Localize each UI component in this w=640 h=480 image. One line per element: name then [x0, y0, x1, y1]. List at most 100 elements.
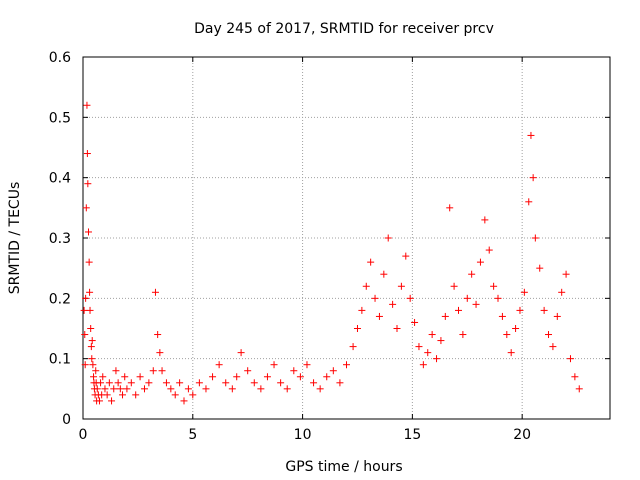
data-point	[189, 391, 197, 399]
data-point	[463, 294, 471, 302]
data-point	[419, 361, 427, 369]
data-point	[558, 288, 566, 296]
data-point	[84, 180, 92, 188]
data-point	[529, 174, 537, 182]
data-point	[88, 355, 96, 363]
data-point	[171, 391, 179, 399]
data-point	[296, 373, 304, 381]
data-point	[562, 270, 570, 278]
data-point	[316, 385, 324, 393]
y-tick-label: 0.5	[49, 110, 71, 126]
data-point	[566, 355, 574, 363]
data-point	[149, 367, 157, 375]
data-point	[290, 367, 298, 375]
data-point	[127, 379, 135, 387]
data-point	[119, 391, 127, 399]
data-point	[222, 379, 230, 387]
x-tick-label: 20	[513, 427, 531, 443]
data-point	[498, 312, 506, 320]
data-point	[503, 331, 511, 339]
data-point	[244, 367, 252, 375]
x-tick-label: 10	[294, 427, 312, 443]
data-point	[97, 379, 105, 387]
data-point	[536, 264, 544, 272]
data-point	[250, 379, 258, 387]
y-tick-label: 0.6	[49, 50, 71, 66]
x-tick-label: 0	[79, 427, 88, 443]
data-point	[180, 397, 188, 405]
data-point	[380, 270, 388, 278]
data-point	[95, 397, 103, 405]
y-tick-label: 0	[62, 412, 71, 428]
data-point	[437, 337, 445, 345]
data-point	[162, 379, 170, 387]
data-point	[176, 379, 184, 387]
data-point	[531, 234, 539, 242]
chart-title: Day 245 of 2017, SRMTID for receiver prc…	[194, 21, 494, 37]
data-point	[114, 379, 122, 387]
data-point	[202, 385, 210, 393]
data-point	[468, 270, 476, 278]
data-point	[516, 306, 524, 314]
data-point	[490, 282, 498, 290]
data-point	[575, 385, 583, 393]
data-point	[270, 361, 278, 369]
data-point	[89, 361, 97, 369]
data-point	[215, 361, 223, 369]
data-point	[349, 343, 357, 351]
data-point	[167, 385, 175, 393]
data-point	[87, 343, 95, 351]
data-point	[454, 306, 462, 314]
data-point	[108, 397, 116, 405]
data-point	[424, 349, 432, 357]
data-point	[90, 373, 98, 381]
data-point	[397, 282, 405, 290]
data-point	[540, 306, 548, 314]
data-point	[303, 361, 311, 369]
y-tick-label: 0.2	[49, 291, 71, 307]
data-point	[156, 349, 164, 357]
data-point	[154, 331, 162, 339]
data-point	[459, 331, 467, 339]
data-point	[92, 367, 100, 375]
data-point	[83, 150, 91, 158]
data-point	[151, 288, 159, 296]
data-point	[87, 325, 95, 332]
data-point	[441, 312, 449, 320]
data-point	[257, 385, 265, 393]
data-point	[358, 306, 366, 314]
data-point	[99, 373, 107, 381]
data-point	[446, 204, 454, 212]
data-point	[343, 361, 350, 369]
axis-ticks: 0 5 10 15 20 0 0.1 0.2 0.3 0.4 0.5 0.6	[49, 50, 610, 443]
data-point	[553, 312, 561, 320]
data-point	[507, 349, 515, 357]
data-point	[549, 343, 557, 351]
data-point	[93, 385, 101, 393]
data-point	[450, 282, 458, 290]
data-point	[476, 258, 484, 266]
data-point	[323, 373, 331, 381]
data-point	[329, 367, 337, 375]
data-point	[485, 246, 493, 254]
data-point	[237, 349, 245, 357]
data-point	[140, 385, 148, 393]
data-point	[110, 385, 118, 393]
data-point	[101, 385, 109, 393]
data-point	[132, 391, 140, 399]
data-point	[520, 288, 528, 296]
data-point	[184, 385, 192, 393]
data-point	[80, 306, 88, 314]
data-point	[393, 325, 401, 332]
data-point	[367, 258, 375, 266]
x-tick-label: 5	[188, 427, 197, 443]
data-point	[136, 373, 144, 381]
data-point	[406, 294, 414, 302]
data-point	[310, 379, 318, 387]
data-point	[82, 204, 90, 212]
data-point	[81, 331, 89, 339]
y-axis-label: SRMTID / TECUs	[7, 182, 23, 295]
data-point	[116, 385, 124, 393]
y-tick-label: 0.3	[49, 231, 71, 247]
